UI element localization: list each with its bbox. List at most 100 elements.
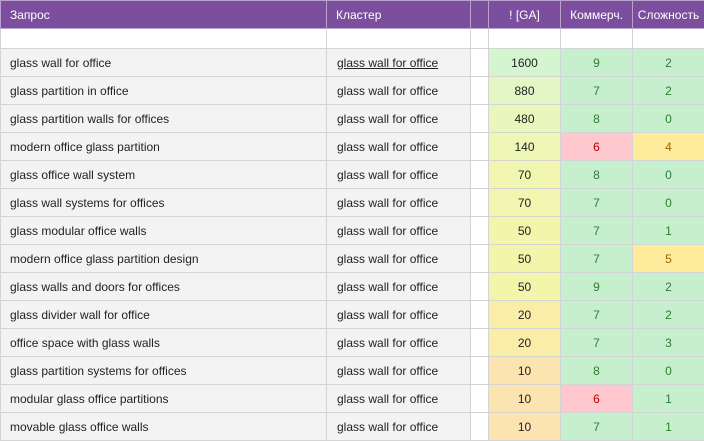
filter-cell-difficulty[interactable] (633, 29, 704, 49)
ga-cell[interactable]: 70 (489, 189, 561, 217)
query-cell[interactable]: glass divider wall for office (1, 301, 327, 329)
ga-cell[interactable]: 140 (489, 133, 561, 161)
gap-cell (471, 105, 489, 133)
commercial-cell[interactable]: 7 (561, 245, 633, 273)
commercial-cell[interactable]: 9 (561, 49, 633, 77)
cluster-cell[interactable]: glass wall for office (327, 245, 471, 273)
query-cell[interactable]: movable glass office walls (1, 413, 327, 441)
cluster-cell[interactable]: glass wall for office (327, 301, 471, 329)
ga-cell[interactable]: 880 (489, 77, 561, 105)
query-cell[interactable]: glass modular office walls (1, 217, 327, 245)
difficulty-cell[interactable]: 0 (633, 105, 704, 133)
filter-cell-commercial[interactable] (561, 29, 633, 49)
ga-cell[interactable]: 480 (489, 105, 561, 133)
header-cluster[interactable]: Кластер (327, 1, 471, 29)
difficulty-cell[interactable]: 3 (633, 329, 704, 357)
header-commercial[interactable]: Коммерч. (561, 1, 633, 29)
cluster-cell[interactable]: glass wall for office (327, 217, 471, 245)
query-cell[interactable]: glass wall for office (1, 49, 327, 77)
cluster-cell[interactable]: glass wall for office (327, 385, 471, 413)
commercial-cell[interactable]: 7 (561, 329, 633, 357)
query-cell[interactable]: glass office wall system (1, 161, 327, 189)
ga-cell[interactable]: 50 (489, 273, 561, 301)
filter-cell-cluster[interactable] (327, 29, 471, 49)
cluster-cell[interactable]: glass wall for office (327, 357, 471, 385)
gap-cell (471, 217, 489, 245)
ga-cell[interactable]: 50 (489, 217, 561, 245)
difficulty-cell[interactable]: 1 (633, 217, 704, 245)
commercial-cell[interactable]: 6 (561, 133, 633, 161)
ga-cell[interactable]: 20 (489, 329, 561, 357)
commercial-cell[interactable]: 7 (561, 77, 633, 105)
header-difficulty[interactable]: Сложность (633, 1, 704, 29)
filter-cell-query[interactable] (1, 29, 327, 49)
difficulty-cell[interactable]: 0 (633, 357, 704, 385)
query-cell[interactable]: glass wall systems for offices (1, 189, 327, 217)
commercial-cell[interactable]: 9 (561, 273, 633, 301)
difficulty-cell[interactable]: 0 (633, 161, 704, 189)
commercial-cell[interactable]: 8 (561, 105, 633, 133)
difficulty-cell[interactable]: 2 (633, 301, 704, 329)
cluster-cell[interactable]: glass wall for office (327, 49, 471, 77)
header-ga[interactable]: ! [GA] (489, 1, 561, 29)
difficulty-cell[interactable]: 1 (633, 385, 704, 413)
difficulty-cell[interactable]: 2 (633, 49, 704, 77)
difficulty-cell[interactable]: 2 (633, 273, 704, 301)
cluster-cell[interactable]: glass wall for office (327, 413, 471, 441)
ga-cell[interactable]: 10 (489, 357, 561, 385)
ga-cell[interactable]: 50 (489, 245, 561, 273)
difficulty-cell[interactable]: 1 (633, 413, 704, 441)
cluster-cell[interactable]: glass wall for office (327, 77, 471, 105)
commercial-cell[interactable]: 7 (561, 217, 633, 245)
cluster-cell[interactable]: glass wall for office (327, 105, 471, 133)
ga-cell[interactable]: 1600 (489, 49, 561, 77)
commercial-cell[interactable]: 7 (561, 413, 633, 441)
commercial-cell[interactable]: 8 (561, 357, 633, 385)
ga-cell[interactable]: 20 (489, 301, 561, 329)
ga-cell[interactable]: 10 (489, 413, 561, 441)
query-cell[interactable]: office space with glass walls (1, 329, 327, 357)
ga-cell[interactable]: 70 (489, 161, 561, 189)
gap-cell (471, 357, 489, 385)
cluster-cell[interactable]: glass wall for office (327, 189, 471, 217)
query-cell[interactable]: glass partition in office (1, 77, 327, 105)
ga-cell[interactable]: 10 (489, 385, 561, 413)
cluster-cell[interactable]: glass wall for office (327, 273, 471, 301)
difficulty-cell[interactable]: 0 (633, 189, 704, 217)
query-cell[interactable]: modern office glass partition (1, 133, 327, 161)
filter-cell-ga[interactable] (489, 29, 561, 49)
query-cell[interactable]: glass partition walls for offices (1, 105, 327, 133)
cluster-cell[interactable]: glass wall for office (327, 161, 471, 189)
commercial-cell[interactable]: 7 (561, 301, 633, 329)
query-cell[interactable]: glass partition systems for offices (1, 357, 327, 385)
commercial-cell[interactable]: 6 (561, 385, 633, 413)
query-cell[interactable]: glass walls and doors for offices (1, 273, 327, 301)
difficulty-cell[interactable]: 4 (633, 133, 704, 161)
gap-cell (471, 189, 489, 217)
difficulty-cell[interactable]: 5 (633, 245, 704, 273)
filter-row (1, 29, 704, 49)
commercial-cell[interactable]: 8 (561, 161, 633, 189)
commercial-cell[interactable]: 7 (561, 189, 633, 217)
header-query[interactable]: Запрос (1, 1, 327, 29)
query-cell[interactable]: modular glass office partitions (1, 385, 327, 413)
difficulty-cell[interactable]: 2 (633, 77, 704, 105)
cluster-cell[interactable]: glass wall for office (327, 329, 471, 357)
query-cell[interactable]: modern office glass partition design (1, 245, 327, 273)
cluster-cell[interactable]: glass wall for office (327, 133, 471, 161)
